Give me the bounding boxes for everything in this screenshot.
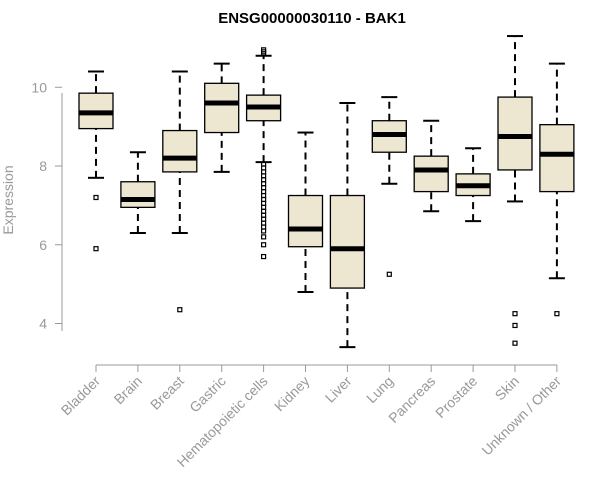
- outlier-point: [93, 246, 99, 252]
- box-group: [455, 147, 491, 223]
- y-tick-label: 10: [31, 79, 47, 95]
- iqr-box: [120, 181, 156, 208]
- box-group: [539, 62, 575, 317]
- y-axis-label: Expression: [0, 165, 16, 234]
- outlier-point: [512, 322, 518, 329]
- box-group: [371, 96, 407, 277]
- outlier-point: [177, 307, 183, 313]
- y-tick-label: 4: [39, 316, 47, 332]
- outlier-point: [386, 271, 392, 277]
- x-tick-label: Liver: [322, 373, 355, 406]
- chart-title: ENSG00000030110 - BAK1: [218, 10, 406, 27]
- box-group: [162, 70, 198, 313]
- iqr-box: [497, 96, 533, 171]
- outlier-point: [261, 228, 267, 234]
- box-group: [413, 119, 449, 213]
- x-tick-label: Kidney: [271, 373, 313, 415]
- x-tick-label: Brain: [111, 373, 145, 407]
- x-tick-label: Skin: [492, 373, 523, 404]
- outlier-point: [261, 51, 267, 57]
- y-ticks: 4 6 8 10: [31, 79, 62, 332]
- box-group: [497, 35, 533, 346]
- box-group: [287, 131, 324, 293]
- outlier-point: [261, 234, 267, 240]
- iqr-box: [539, 124, 575, 193]
- x-tick-label: Unknown / Other: [478, 373, 564, 459]
- outlier-point: [93, 194, 99, 201]
- box-group: [204, 62, 240, 173]
- iqr-box: [329, 194, 366, 289]
- box-group: [78, 70, 114, 252]
- iqr-box: [204, 82, 240, 134]
- box-group: [329, 102, 366, 349]
- x-tick-label: Lung: [363, 373, 396, 406]
- outlier-point: [261, 253, 267, 260]
- y-tick-label: 6: [39, 237, 47, 253]
- iqr-box: [413, 155, 449, 193]
- outlier-point: [554, 311, 560, 317]
- boxes: [78, 35, 575, 349]
- x-tick-label: Breast: [147, 373, 187, 413]
- box-group: [245, 47, 282, 260]
- outlier-point: [512, 311, 518, 317]
- iqr-box: [287, 194, 324, 248]
- x-tick-label: Prostate: [432, 373, 480, 421]
- x-tick-label: Pancreas: [385, 373, 438, 426]
- y-tick-label: 8: [39, 158, 47, 174]
- box-group: [120, 151, 156, 234]
- x-tick-label: Bladder: [58, 373, 104, 419]
- iqr-box: [162, 129, 198, 173]
- outlier-point: [261, 242, 267, 248]
- outlier-point: [512, 340, 518, 346]
